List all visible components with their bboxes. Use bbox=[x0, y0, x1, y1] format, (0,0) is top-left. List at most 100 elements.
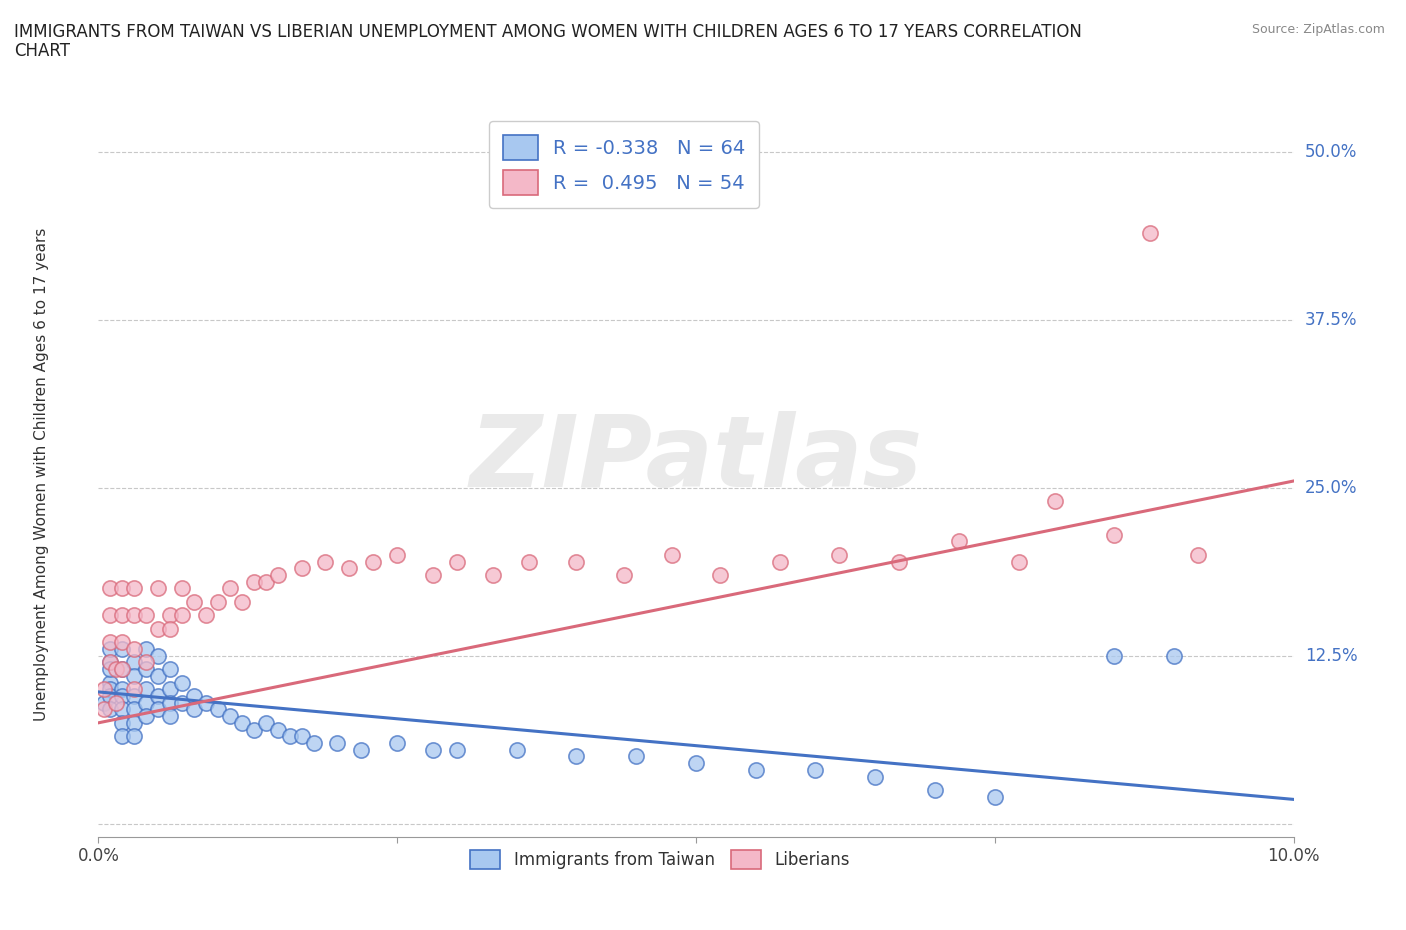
Point bbox=[98, 635, 122, 650]
Point bbox=[111, 608, 134, 623]
Point bbox=[111, 682, 134, 697]
Point bbox=[195, 696, 218, 711]
Point bbox=[385, 548, 409, 563]
Point bbox=[1104, 527, 1126, 542]
Point bbox=[124, 655, 146, 670]
Point bbox=[124, 729, 146, 744]
Point bbox=[124, 608, 146, 623]
Point bbox=[1104, 648, 1126, 663]
Point bbox=[183, 688, 205, 703]
Point bbox=[219, 709, 242, 724]
Point bbox=[769, 554, 792, 569]
Point bbox=[984, 790, 1007, 804]
Point bbox=[111, 729, 134, 744]
Point bbox=[422, 742, 444, 757]
Point bbox=[124, 642, 146, 657]
Point bbox=[111, 661, 134, 676]
Point bbox=[565, 749, 588, 764]
Point bbox=[207, 702, 229, 717]
Point bbox=[172, 608, 194, 623]
Point bbox=[135, 642, 157, 657]
Point bbox=[159, 608, 181, 623]
Point bbox=[124, 669, 146, 684]
Point bbox=[613, 567, 636, 582]
Point bbox=[172, 581, 194, 596]
Point bbox=[267, 722, 290, 737]
Point bbox=[243, 575, 266, 590]
Point bbox=[135, 655, 157, 670]
Point bbox=[105, 661, 128, 676]
Point bbox=[291, 561, 314, 576]
Point bbox=[135, 661, 157, 676]
Point bbox=[111, 635, 134, 650]
Point bbox=[98, 688, 122, 703]
Point bbox=[1163, 648, 1185, 663]
Point bbox=[98, 661, 122, 676]
Point bbox=[291, 729, 314, 744]
Point bbox=[135, 682, 157, 697]
Point bbox=[111, 688, 134, 703]
Point bbox=[1187, 548, 1209, 563]
Point bbox=[506, 742, 529, 757]
Point bbox=[1043, 494, 1066, 509]
Text: 50.0%: 50.0% bbox=[1305, 143, 1357, 161]
Point bbox=[219, 581, 242, 596]
Point bbox=[363, 554, 385, 569]
Point bbox=[1008, 554, 1031, 569]
Point bbox=[159, 682, 181, 697]
Point bbox=[172, 675, 194, 690]
Point bbox=[183, 594, 205, 609]
Point bbox=[124, 688, 146, 703]
Point bbox=[105, 696, 128, 711]
Point bbox=[1139, 225, 1161, 240]
Point bbox=[315, 554, 337, 569]
Point bbox=[124, 715, 146, 730]
Point bbox=[626, 749, 648, 764]
Point bbox=[135, 608, 157, 623]
Point bbox=[124, 702, 146, 717]
Point bbox=[135, 709, 157, 724]
Point bbox=[159, 661, 181, 676]
Point bbox=[804, 763, 827, 777]
Point bbox=[446, 742, 468, 757]
Point bbox=[231, 594, 253, 609]
Point bbox=[98, 608, 122, 623]
Point bbox=[889, 554, 911, 569]
Point bbox=[254, 575, 277, 590]
Point bbox=[93, 696, 115, 711]
Point bbox=[124, 682, 146, 697]
Text: CHART: CHART bbox=[14, 42, 70, 60]
Point bbox=[183, 702, 205, 717]
Point bbox=[98, 655, 122, 670]
Point bbox=[828, 548, 851, 563]
Point bbox=[172, 696, 194, 711]
Point bbox=[350, 742, 373, 757]
Point bbox=[385, 736, 409, 751]
Point bbox=[93, 702, 115, 717]
Point bbox=[98, 642, 122, 657]
Legend: Immigrants from Taiwan, Liberians: Immigrants from Taiwan, Liberians bbox=[464, 844, 856, 876]
Point bbox=[111, 715, 134, 730]
Point bbox=[865, 769, 887, 784]
Point bbox=[207, 594, 229, 609]
Point bbox=[148, 702, 170, 717]
Point bbox=[302, 736, 325, 751]
Point bbox=[98, 682, 122, 697]
Point bbox=[98, 675, 122, 690]
Point bbox=[195, 608, 218, 623]
Point bbox=[446, 554, 468, 569]
Point bbox=[326, 736, 349, 751]
Text: 37.5%: 37.5% bbox=[1305, 311, 1357, 329]
Point bbox=[685, 756, 707, 771]
Point bbox=[231, 715, 253, 730]
Point bbox=[148, 669, 170, 684]
Point bbox=[422, 567, 444, 582]
Point bbox=[948, 534, 970, 549]
Text: 12.5%: 12.5% bbox=[1305, 646, 1357, 665]
Point bbox=[243, 722, 266, 737]
Point bbox=[159, 621, 181, 636]
Point bbox=[111, 642, 134, 657]
Text: ZIPatlas: ZIPatlas bbox=[470, 411, 922, 509]
Point bbox=[339, 561, 361, 576]
Point bbox=[111, 702, 134, 717]
